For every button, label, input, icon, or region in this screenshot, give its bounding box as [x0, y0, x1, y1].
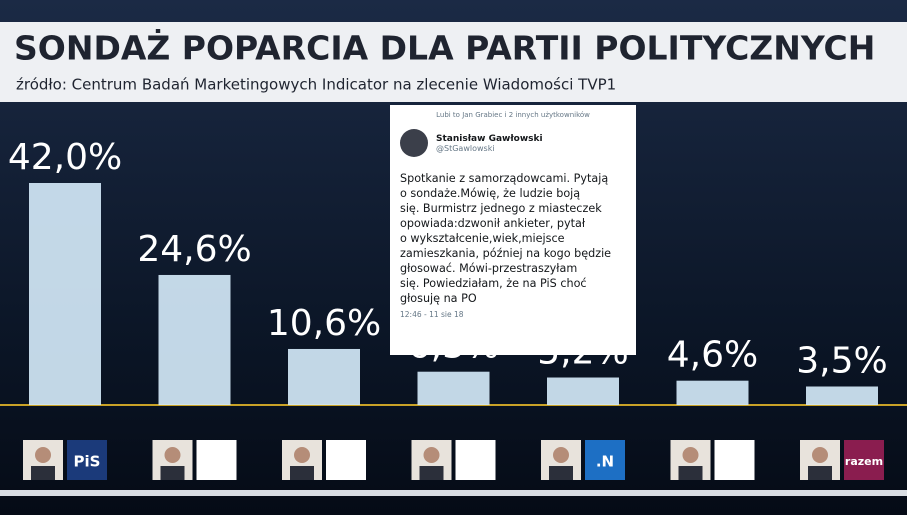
value-label: 42,0% — [8, 137, 122, 178]
chart-title: SONDAŻ POPARCIA DLA PARTII POLITYCZNYCH — [14, 28, 875, 68]
tweet-liked: Lubi to Jan Grabiec i 2 innych użytkowni… — [436, 111, 590, 119]
value-label: 10,6% — [267, 303, 381, 344]
bar — [417, 371, 490, 405]
chart-subtitle: źródło: Centrum Badań Marketingowych Ind… — [16, 76, 616, 94]
tweet-author[interactable]: Stanisław Gawłowski — [436, 133, 543, 144]
party-logo — [585, 440, 625, 480]
party-logo — [67, 440, 107, 480]
tweet-body: Spotkanie z samorządowcami. Pytają o sond… — [400, 171, 626, 306]
bar — [29, 183, 101, 405]
tweet-header: Stanisław Gawłowski @StGawlowski — [400, 129, 626, 157]
party-label: PiS — [74, 453, 101, 471]
tweet-line: o sondaże.Mówię, że ludzie boją — [400, 187, 581, 200]
leader-suit — [808, 466, 832, 480]
bar — [158, 274, 231, 405]
party-label: razem — [845, 455, 883, 468]
leader-head — [423, 447, 440, 463]
leader-suit — [160, 466, 185, 480]
tweet-line: zamieszkania, później na kogo będzie — [400, 247, 612, 260]
party-logo — [455, 440, 496, 480]
value-label: 3,5% — [796, 341, 887, 382]
tweet-line: głosuję na PO — [400, 292, 477, 305]
bar — [676, 380, 749, 405]
leader-head — [682, 447, 699, 463]
party-logo — [844, 440, 884, 480]
leader-suit — [419, 466, 444, 480]
tweet[interactable]: Lubi to Jan Grabiec i 2 innych użytkowni… — [390, 105, 636, 355]
leader-suit — [290, 466, 314, 480]
bar — [806, 386, 878, 405]
leader-head — [294, 447, 310, 463]
bar — [547, 377, 619, 405]
bar — [288, 348, 360, 405]
party-logo — [326, 440, 366, 480]
leader-head — [553, 447, 569, 463]
value-label: 4,6% — [667, 335, 758, 376]
leader-head — [812, 447, 828, 463]
tweet-handle: @StGawlowski — [436, 143, 495, 153]
leader-suit — [549, 466, 573, 480]
tweet-line: opowiada:dzwonił ankieter, pytał — [400, 217, 586, 230]
party-logo — [196, 440, 237, 480]
tweet-line: się. Powiedziałam, że na PiS choć — [400, 277, 587, 290]
party-logo — [714, 440, 755, 480]
leader-suit — [678, 466, 703, 480]
tweet-time: 12:46 - 11 sie 18 — [400, 310, 464, 319]
leader-head — [164, 447, 181, 463]
tweet-line: się. Burmistrz jednego z miasteczek — [400, 202, 602, 215]
value-label: 24,6% — [137, 229, 251, 270]
tweet-line: o wykształcenie,wiek,miejsce — [400, 232, 565, 245]
title-band — [0, 22, 907, 102]
leader-suit — [31, 466, 55, 480]
avatar — [400, 129, 428, 157]
tweet-line: głosować. Mówi-przestraszyłam — [400, 262, 578, 275]
bottom-strip — [0, 490, 907, 496]
tweet-line: Spotkanie z samorządowcami. Pytają — [400, 172, 609, 185]
party-label: .N — [596, 453, 614, 471]
leader-head — [35, 447, 51, 463]
